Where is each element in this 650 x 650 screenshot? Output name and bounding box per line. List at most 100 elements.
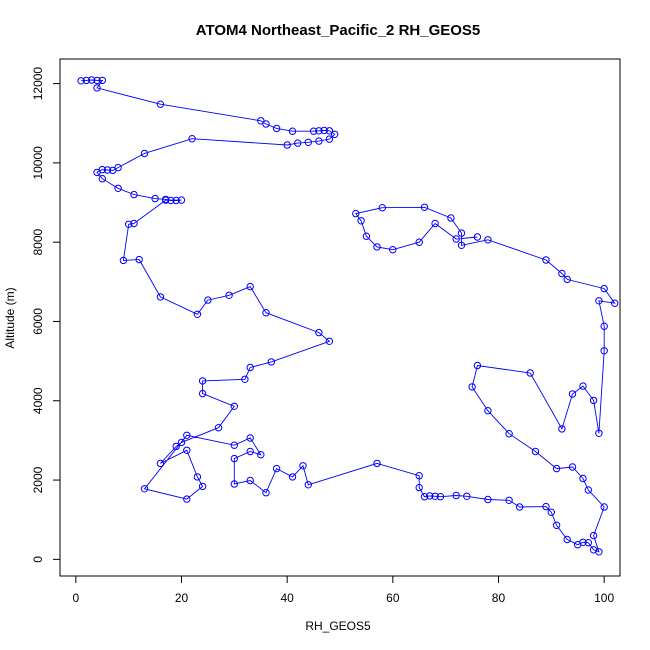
data-point (172, 196, 180, 205)
data-point (600, 284, 608, 293)
data-point (98, 175, 107, 183)
data-point (246, 434, 254, 442)
data-point (389, 246, 397, 254)
data-point (542, 256, 550, 264)
y-axis: 0 2000 4000 6000 8000 10000 12000 (31, 67, 60, 563)
data-point (304, 138, 312, 147)
data-point (114, 184, 122, 193)
data-point (563, 275, 571, 284)
data-point (415, 483, 423, 492)
data-point (452, 235, 460, 243)
data-point (484, 495, 492, 504)
data-point (584, 486, 592, 494)
data-point (198, 377, 207, 385)
data-point (484, 236, 492, 244)
data-point (198, 389, 207, 398)
data-point (600, 347, 608, 355)
x-axis: 0 20 40 60 80 100 (73, 576, 614, 605)
data-point (325, 127, 334, 135)
y-tick-label: 10000 (31, 146, 45, 180)
series-line (81, 79, 616, 553)
data-point (325, 135, 334, 143)
data-point (526, 369, 534, 377)
data-point (431, 492, 439, 500)
data-point (183, 431, 191, 439)
data-point (257, 451, 265, 459)
y-tick-label: 6000 (31, 308, 45, 335)
data-point (484, 407, 492, 415)
x-tick-label: 40 (280, 591, 294, 605)
x-tick-label: 60 (386, 591, 400, 605)
data-point (309, 127, 318, 135)
data-point (463, 492, 471, 500)
data-point (214, 424, 223, 432)
data-point (420, 203, 429, 212)
data-point (98, 76, 107, 85)
data-point (600, 322, 608, 330)
data-point (431, 219, 439, 228)
data-point (262, 489, 270, 497)
x-tick-label: 80 (492, 591, 506, 605)
data-point (140, 149, 149, 158)
data-point (241, 375, 249, 383)
data-point (167, 196, 175, 205)
y-tick-label: 4000 (31, 387, 45, 414)
data-point (257, 117, 265, 125)
data-point (162, 196, 170, 204)
data-point (415, 472, 423, 480)
data-point (156, 100, 165, 108)
x-tick-label: 0 (73, 591, 80, 605)
data-point (294, 139, 302, 147)
x-axis-label: RH_GEOS5 (305, 619, 371, 633)
data-point (193, 473, 202, 481)
data-point (457, 241, 466, 250)
data-point (558, 269, 566, 278)
data-point (315, 328, 323, 337)
data-point (288, 127, 297, 135)
y-tick-label: 12000 (31, 67, 45, 101)
data-point (93, 76, 101, 85)
data-point (505, 430, 513, 438)
data-point (378, 204, 386, 212)
data-point (373, 459, 381, 468)
data-point (246, 476, 254, 485)
data-point (225, 291, 233, 299)
data-point (262, 120, 270, 128)
data-point (552, 521, 561, 529)
data-point (109, 166, 117, 175)
data-point (198, 482, 207, 491)
data-point (246, 282, 254, 291)
data-point (426, 492, 434, 500)
data-point (362, 232, 371, 240)
data-point (325, 337, 334, 345)
y-tick-label: 8000 (31, 229, 45, 256)
data-point (151, 194, 159, 203)
data-point (584, 539, 592, 547)
data-point (177, 438, 186, 447)
data-point (77, 77, 85, 85)
data-point (542, 502, 550, 511)
data-point (177, 196, 186, 204)
data-point (552, 464, 561, 473)
y-axis-label: Altitude (m) (3, 287, 17, 348)
data-point (505, 496, 513, 504)
data-point (357, 217, 365, 225)
data-point (447, 214, 455, 222)
data-point (420, 493, 429, 501)
data-point (140, 485, 149, 493)
data-point (415, 238, 423, 246)
data-point (373, 243, 381, 251)
data-point (473, 361, 482, 370)
data-point (267, 358, 275, 366)
data-point (103, 166, 112, 174)
data-point (320, 126, 328, 135)
data-point (611, 299, 619, 307)
data-point (436, 493, 445, 501)
data-point (315, 127, 323, 135)
data-point (315, 137, 323, 145)
data-point (230, 441, 239, 449)
data-point (515, 503, 524, 511)
data-point (272, 124, 281, 133)
